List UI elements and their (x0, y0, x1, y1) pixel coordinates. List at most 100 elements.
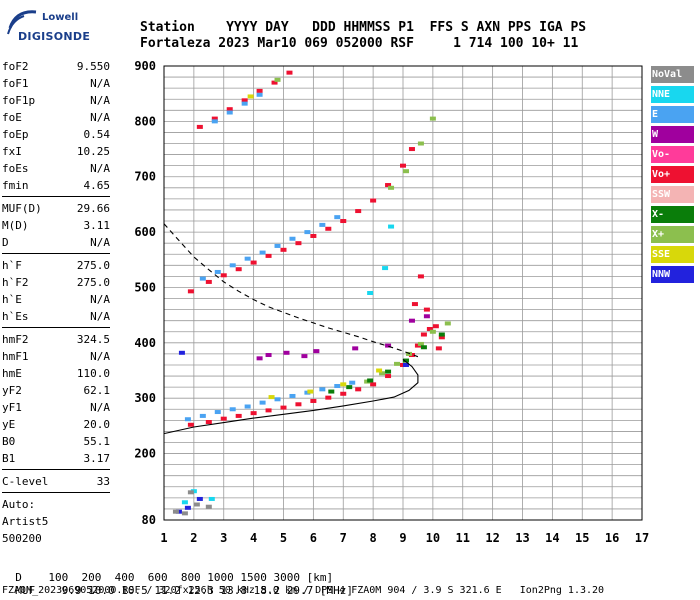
digisonde-logo: Lowell DIGISONDE (6, 8, 90, 46)
param-note: Auto: (2, 498, 36, 511)
param-value: N/A (90, 350, 110, 363)
echo-point (325, 226, 332, 231)
param-row: hmF1 N/A (2, 348, 110, 365)
header-values: Fortaleza 2023 Mar10 069 052000 RSF 1 71… (140, 36, 579, 51)
echo-point (250, 260, 257, 265)
echo-point (388, 224, 395, 229)
echo-point (429, 329, 436, 334)
echo-point (382, 266, 389, 271)
echo-point (274, 77, 281, 82)
param-row: foF2 9.550 (2, 58, 110, 75)
echo-point (340, 219, 347, 224)
muf-row: MUF 9.9 10.0 10.5 11.2 12.3 13.8 18.2 29… (2, 571, 353, 597)
x-tick-label: 6 (310, 531, 317, 545)
echo-point (328, 389, 335, 394)
echo-point (211, 119, 218, 124)
param-row: B1 3.17 (2, 450, 110, 467)
param-value: 9.550 (76, 60, 110, 73)
echo-point (307, 389, 314, 394)
echo-point (411, 302, 418, 307)
param-label: foEp (2, 128, 29, 141)
echo-point (394, 361, 401, 366)
y-tick-labels: 80 200 300 400 500 600 700 800 900 (134, 59, 156, 527)
param-value: N/A (90, 236, 110, 249)
param-row: yE 20.0 (2, 416, 110, 433)
param-label: B1 (2, 452, 16, 465)
echo-point (385, 343, 392, 348)
echo-point (376, 368, 383, 373)
echo-point (184, 505, 191, 510)
echo-point (340, 382, 347, 387)
param-note: 500200 (2, 532, 42, 545)
chart-grid (164, 66, 642, 520)
legend-item: Vo- (651, 146, 694, 163)
echo-point (408, 147, 415, 152)
legend-item: W (651, 126, 694, 143)
muf-values: 9.9 10.0 10.5 11.2 12.3 13.8 18.2 29.7 [… (35, 584, 354, 597)
param-value: N/A (90, 162, 110, 175)
echo-point (199, 413, 206, 418)
echo-point (423, 307, 430, 312)
echo-point (244, 256, 251, 261)
echo-point (280, 247, 287, 252)
param-row: hmF2 324.5 (2, 331, 110, 348)
echo-point (325, 395, 332, 400)
ne-profile-curve (163, 358, 419, 435)
echo-point (196, 496, 203, 501)
logo-lowell: Lowell (42, 12, 79, 23)
y-tick-label: 80 (142, 513, 156, 527)
echo-point (289, 393, 296, 398)
param-row: hmE 110.0 (2, 365, 110, 382)
param-label: fxI (2, 145, 22, 158)
param-value: 0.54 (83, 128, 111, 141)
echo-point (346, 385, 353, 390)
x-tick-label: 13 (515, 531, 529, 545)
echo-point (235, 413, 242, 418)
param-value: 3.17 (83, 452, 111, 465)
echo-point (301, 354, 308, 359)
param-label: D (2, 236, 9, 249)
param-row: D N/A (2, 234, 110, 251)
x-tick-label: 16 (605, 531, 619, 545)
echo-point (304, 230, 311, 235)
x-tick-label: 5 (280, 531, 287, 545)
echo-point (214, 269, 221, 274)
x-tick-label: 4 (250, 531, 257, 545)
y-tick-label: 400 (134, 336, 156, 350)
echo-point (193, 502, 200, 507)
echo-point (259, 400, 266, 405)
param-label: M(D) (2, 219, 29, 232)
echo-point (385, 183, 392, 188)
echo-point (172, 509, 179, 514)
echo-point (400, 163, 406, 168)
echo-point (420, 345, 427, 350)
x-tick-label: 10 (426, 531, 440, 545)
echo-point (220, 416, 227, 421)
echo-point (438, 332, 445, 337)
echo-point (187, 490, 194, 495)
param-label: yE (2, 418, 16, 431)
echo-point (196, 124, 203, 129)
echo-point (355, 209, 362, 214)
echo-point (417, 341, 424, 346)
echo-point (367, 291, 374, 295)
param-value: N/A (90, 401, 110, 414)
echo-point (205, 420, 212, 425)
param-label: MUF(D) (2, 202, 42, 215)
param-row: fmin 4.65 (2, 177, 110, 194)
echo-point (402, 169, 409, 174)
muf-label: MUF (15, 584, 36, 597)
echo-point (244, 404, 251, 409)
x-tick-labels: 1 2 3 4 5 6 7 8 9 10 11 12 13 14 15 16 17 (160, 531, 649, 545)
x-tick-label: 8 (370, 531, 377, 545)
muf-profile-curve (163, 223, 419, 358)
echo-point (286, 70, 293, 75)
echo-point (265, 353, 272, 358)
echo-point (402, 362, 409, 367)
param-row: h`F 275.0 (2, 257, 110, 274)
echo-point (295, 402, 302, 407)
y-tick-label: 500 (134, 280, 156, 294)
plot-frame (163, 65, 643, 521)
echo-point (423, 314, 430, 319)
